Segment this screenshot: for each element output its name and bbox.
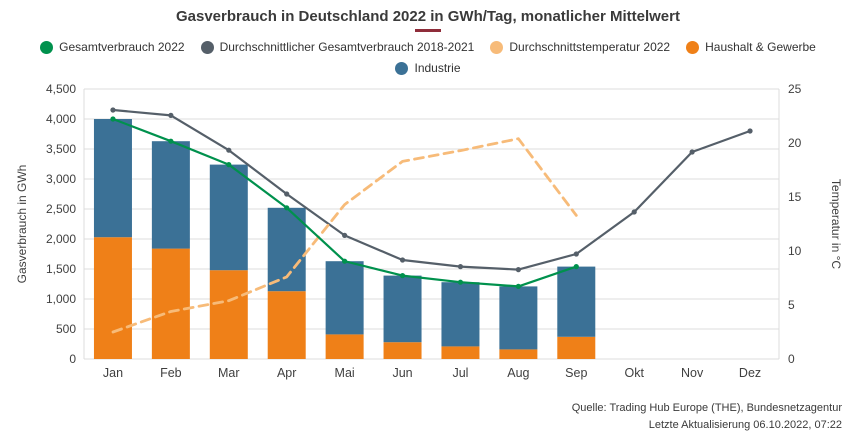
point-gesamtverbrauch-2022 <box>457 279 464 285</box>
left-axis-tick-label: 1,000 <box>46 292 76 306</box>
legend-label: Durchschnittstemperatur 2022 <box>509 40 671 54</box>
legend-item-haushalt-gewerbe: Haushalt & Gewerbe <box>686 40 816 54</box>
point-gesamtverbrauch-2022 <box>399 273 406 279</box>
legend-dot-gesamtverbrauch-2022 <box>40 40 54 54</box>
legend-dot-industrie <box>395 61 409 75</box>
chart-title: Gasverbrauch in Deutschland 2022 in GWh/… <box>175 8 680 25</box>
point-durchschnittlicher-gesamtverbrauch-2018-2021 <box>631 209 637 215</box>
x-axis-label-jan: Jan <box>103 366 123 380</box>
x-axis-label-mai: Mai <box>335 366 355 380</box>
point-durchschnittlicher-gesamtverbrauch-2018-2021 <box>168 112 174 118</box>
bar-industrie-jul <box>441 282 480 347</box>
legend-label: Haushalt & Gewerbe <box>705 40 816 54</box>
legend-row-1: Gesamtverbrauch 2022 Durchschnittlicher G… <box>0 40 856 54</box>
left-axis-tick-label: 2,500 <box>46 202 76 216</box>
bar-haushalt-gewerbe-mai <box>325 334 364 359</box>
right-axis-tick-label: 10 <box>788 244 802 258</box>
x-axis-label-aug: Aug <box>507 366 529 380</box>
chart-svg: 0 500 1,000 1,500 2,000 2,500 3,000 3,500 4,000 4… <box>15 82 843 380</box>
point-gesamtverbrauch-2022 <box>168 138 174 144</box>
bar-haushalt-gewerbe-mar <box>209 270 248 359</box>
legend-item-durchschnittlicher-gesamtverbrauch-2018-2021: Durchschnittlicher Gesamtverbrauch 2018-… <box>200 40 475 54</box>
bar-haushalt-gewerbe-aug <box>499 349 538 359</box>
x-axis-label-feb: Feb <box>160 366 182 380</box>
point-durchschnittlicher-gesamtverbrauch-2018-2021 <box>342 232 348 238</box>
legend-row-2: Industrie <box>0 61 856 75</box>
point-durchschnittlicher-gesamtverbrauch-2018-2021 <box>226 147 232 153</box>
point-durchschnittlicher-gesamtverbrauch-2018-2021 <box>573 251 579 257</box>
point-durchschnittlicher-gesamtverbrauch-2018-2021 <box>110 107 116 113</box>
chart-area: 0 500 1,000 1,500 2,000 2,500 3,000 3,500 4,000 4… <box>0 77 856 388</box>
point-durchschnittlicher-gesamtverbrauch-2018-2021 <box>457 264 464 270</box>
right-axis-tick-label: 0 <box>788 352 795 366</box>
legend-item-gesamtverbrauch-2022: Gesamtverbrauch 2022 <box>40 40 185 54</box>
bar-haushalt-gewerbe-jan <box>93 237 132 359</box>
bar-haushalt-gewerbe-apr <box>267 291 306 359</box>
point-gesamtverbrauch-2022 <box>226 162 232 168</box>
legend-item-industrie: Industrie <box>395 61 461 75</box>
point-gesamtverbrauch-2022 <box>573 264 579 270</box>
right-axis-tick-label: 25 <box>788 82 802 96</box>
legend-dot-durchschnittstemperatur-2022 <box>490 40 504 54</box>
line-durchschnittlicher-gesamtverbrauch-2018-2021 <box>111 108 752 271</box>
legend-label: Durchschnittlicher Gesamtverbrauch 2018-… <box>219 40 475 54</box>
left-axis-title: Gasverbrauch in GWh <box>15 165 29 284</box>
point-durchschnittlicher-gesamtverbrauch-2018-2021 <box>284 191 290 197</box>
bar-haushalt-gewerbe-jun <box>383 342 422 359</box>
updated-note: Letzte Aktualisierung 06.10.2022, 07:22 <box>648 418 842 431</box>
legend-label: Gesamtverbrauch 2022 <box>59 40 185 54</box>
title-underline <box>415 29 441 32</box>
bar-industrie-jun <box>383 275 422 343</box>
x-axis-label-okt: Okt <box>624 366 644 380</box>
left-axis-tick-label: 3,000 <box>46 172 76 186</box>
x-axis-label-jul: Jul <box>452 366 468 380</box>
point-gesamtverbrauch-2022 <box>110 116 116 122</box>
left-axis-tick-label: 4,000 <box>46 112 76 126</box>
bar-industrie-sep <box>557 266 596 337</box>
bar-industrie-aug <box>499 286 538 350</box>
x-axis-label-dez: Dez <box>739 366 761 380</box>
bar-industrie-mai <box>325 261 364 335</box>
left-axis-tick-label: 4,500 <box>46 82 76 96</box>
bar-industrie-feb <box>151 141 190 249</box>
right-axis-title: Temperatur in °C <box>829 179 843 269</box>
source-note: Quelle: Trading Hub Europe (THE), Bundes… <box>571 401 842 414</box>
point-gesamtverbrauch-2022 <box>515 283 521 289</box>
legend: Gesamtverbrauch 2022 Durchschnittlicher G… <box>0 40 856 75</box>
chart-footer: Quelle: Trading Hub Europe (THE), Bundes… <box>572 400 842 434</box>
x-axis-label-sep: Sep <box>565 366 587 380</box>
point-durchschnittlicher-gesamtverbrauch-2018-2021 <box>399 257 406 263</box>
point-durchschnittlicher-gesamtverbrauch-2018-2021 <box>515 267 521 273</box>
left-axis-tick-label: 1,500 <box>46 262 76 276</box>
bar-haushalt-gewerbe-sep <box>557 336 596 359</box>
bar-industrie-mar <box>209 164 248 271</box>
legend-dot-durchschnittlicher-gesamtverbrauch-2018-2021 <box>200 40 214 54</box>
legend-dot-haushalt-gewerbe <box>686 40 700 54</box>
bar-industrie-jan <box>93 119 132 238</box>
point-durchschnittlicher-gesamtverbrauch-2018-2021 <box>747 128 753 134</box>
left-axis-tick-label: 2,000 <box>46 232 76 246</box>
left-axis-tick-label: 0 <box>69 352 76 366</box>
right-axis-tick-label: 20 <box>788 136 802 150</box>
right-axis-tick-label: 15 <box>788 190 802 204</box>
x-axis-label-jun: Jun <box>392 366 412 380</box>
point-gesamtverbrauch-2022 <box>342 258 348 264</box>
legend-item-durchschnittstemperatur-2022: Durchschnittstemperatur 2022 <box>490 40 670 54</box>
x-axis-label-nov: Nov <box>681 366 704 380</box>
point-durchschnittlicher-gesamtverbrauch-2018-2021 <box>689 149 695 155</box>
left-axis-tick-label: 3,500 <box>46 142 76 156</box>
point-gesamtverbrauch-2022 <box>284 205 290 211</box>
bar-haushalt-gewerbe-jul <box>441 346 480 359</box>
line-durchschnittstemperatur-2022 <box>111 137 578 334</box>
right-axis-tick-label: 5 <box>788 298 795 312</box>
x-axis-label-mar: Mar <box>218 366 240 380</box>
legend-label: Industrie <box>414 61 461 75</box>
left-axis-tick-label: 500 <box>56 322 76 336</box>
bar-haushalt-gewerbe-feb <box>151 248 190 359</box>
x-axis-label-apr: Apr <box>277 366 296 380</box>
